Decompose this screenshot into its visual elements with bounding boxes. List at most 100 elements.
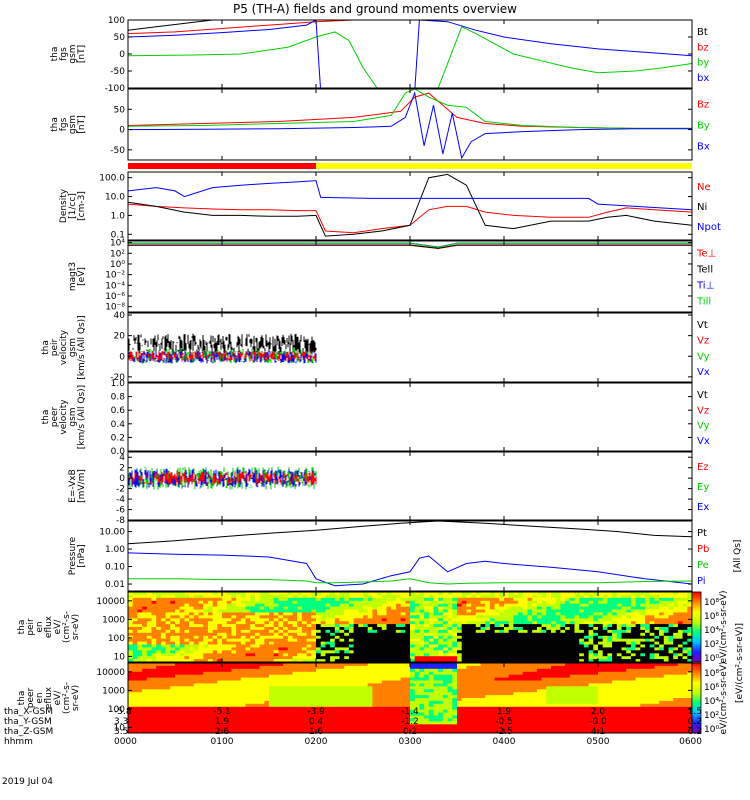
ytick-1-0: 50 [114,105,126,115]
ephem-value-0-4: 1.9 [496,707,512,717]
ytick-3-1: 10² [110,249,125,259]
ephem-label-0: tha_X-GSM [4,707,53,717]
spectrogram-9 [128,663,692,733]
ytick-6-0: 4 [119,453,125,463]
ylabel-0-1: fgs [59,47,69,61]
ylabel-4-0: tha [41,340,51,355]
ylabel-9-6: sr-eV) [71,685,81,711]
panel-frame-4 [127,312,693,383]
colorbar-tick-9-0: 10⁸ [704,669,719,679]
legend-3-tell: Tell [696,264,713,275]
ephem-value-1-5: -0.0 [589,717,607,727]
band-4-vt [128,333,317,355]
colorbar-tick-9-3: 10² [704,711,719,721]
ephem-value-0-1: -5.1 [213,707,231,717]
legend-5-vy: Vy [697,421,710,432]
ephem-value-0-0: -5.8 [114,707,132,717]
legend-4-vy: Vy [697,351,710,362]
ephem-value-0-3: -1.4 [401,707,419,717]
ylabel-4-4: [km/s (All Qs)] [77,315,87,379]
ytick-2-0: 100.0 [99,174,125,184]
band-4-vz [128,351,317,362]
mode-bar-fast [316,163,692,169]
ephem-value-3-5: 0500 [586,737,610,747]
ylabel-8-2: en [35,621,45,632]
ytick-9-0: 10000 [96,668,125,678]
ytick-0-0: 100 [108,16,125,26]
ephem-value-3-1: 0100 [210,737,234,747]
panel-frame-5 [127,382,693,452]
series-0-bt [128,20,216,31]
ylabel-2-2: [cm-3] [77,191,87,221]
ylabel-7-1: [nPa] [77,544,87,567]
legend-6-ex: Ex [697,502,709,513]
ylabel-8-1: peir [26,618,36,636]
legend-1-by: By [697,121,710,132]
ytick-7-2: 0.10 [105,563,125,573]
series-2-ni [128,173,692,237]
ylabel-1-0: tha [50,117,60,132]
ytick-5-2: 0.6 [111,406,126,416]
legend-3-ti⊥: Ti⊥ [696,281,714,292]
ephem-value-2-4: -2.5 [495,727,513,737]
ylabel-9-5: (cm²-s- [62,682,72,714]
ephem-value-2-3: 0.2 [402,727,418,737]
ytick-6-2: 0 [119,474,125,484]
series-2-ne [128,203,692,234]
ylabel-5-1: peer [50,406,60,427]
ytick-3-4: 10⁻⁴ [105,281,125,291]
ephemeris-table: tha_X-GSM -5.8 -5.1 -3.9 -1.4 1.9 2.0 1.5 tha_Y-… [0,707,750,749]
legend-5-vx: Vx [697,436,710,447]
ytick-5-3: 0.4 [111,420,126,430]
ephem-value-1-4: -0.5 [495,717,513,727]
legend-0-bz: bz [697,42,709,53]
legend-1-bx: Bx [697,141,710,152]
colorbar-label-8: eV/(cm²-s-sr-eV) [719,590,729,663]
ephem-value-2-5: 4.1 [590,727,606,737]
date-label: 2019 Jul 04 [2,777,53,787]
series-1-bz [128,92,692,129]
series-2-npot [128,180,692,211]
series-7-pi [128,552,692,587]
series-0-bz [128,20,360,35]
ytick-4-2: 0 [119,352,125,362]
ylabel-6-1: [mV/m] [77,469,87,503]
series-3-te⊥ [128,244,692,250]
ephem-value-2-2: 1.6 [308,727,324,737]
ytick-0-3: -50 [110,67,125,77]
ytick-5-0: 1.0 [111,379,126,389]
pressure-right-label: [All Qs] [733,540,743,573]
legend-4-vx: Vx [697,367,710,378]
ephem-label-2: tha_Z-GSM [4,727,54,737]
colorbar-tick-8-1: 10⁶ [704,612,719,622]
series-3-tell [128,244,692,249]
ytick-9-1: 1000 [102,686,125,696]
ephem-value-1-6: 0.2 [687,717,702,727]
colorbar-tick-9-2: 10⁴ [704,697,719,707]
ytick-5-5: 0.0 [111,447,126,457]
ytick-6-1: 2 [119,464,125,474]
ylabel-2-0: Density [59,188,69,223]
legend-3-till: Till [696,297,711,308]
legend-2-npot: Npot [697,222,721,233]
colorbar-9 [691,662,702,734]
ephem-value-1-2: 0.4 [308,717,324,727]
ephem-value-1-0: 3.3 [114,717,129,727]
panel-frame-1 [127,88,693,161]
colorbar-tick-9-1: 10⁶ [704,683,719,693]
ylabel-7-0: Pressure [68,536,78,575]
ephem-value-3-0: 0000 [114,737,137,747]
legend-5-vz: Vz [697,405,709,416]
ylabel-5-4: [km/s (All Qs)] [77,385,87,449]
ytick-4-1: 20 [114,332,126,342]
ytick-0-4: -100 [105,84,126,94]
ylabel-3-1: [eV] [77,267,87,286]
ylabel-1-3: [nT] [77,115,87,133]
ytick-1-2: -50 [110,146,125,156]
ylabel-1-2: gsm [68,115,78,134]
ylabel-9-0: tha [17,691,27,706]
legend-6-ey: Ey [697,482,709,493]
ylabel-5-3: gsm [68,407,78,426]
ytick-2-2: 1.0 [111,211,126,221]
legend-1-bz: Bz [697,100,709,111]
